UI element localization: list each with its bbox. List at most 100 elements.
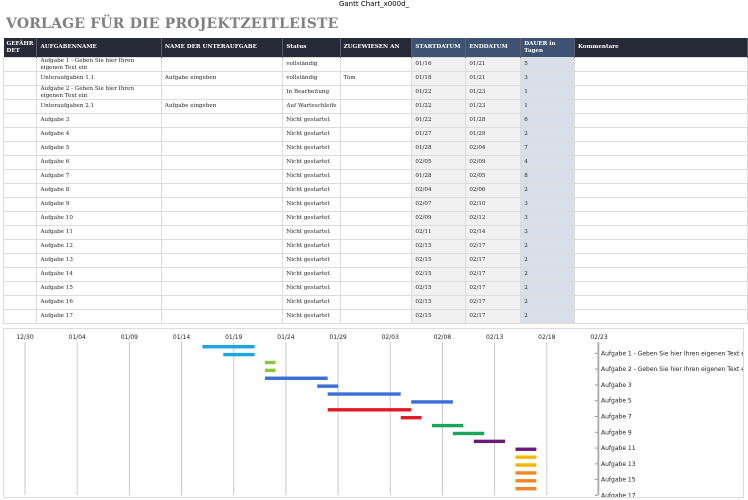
- cell-status[interactable]: Nicht gestartet: [282, 113, 341, 128]
- cell-assigned[interactable]: Tom: [339, 71, 413, 86]
- cell-flag[interactable]: [2, 309, 38, 324]
- cell-assigned[interactable]: [339, 183, 413, 198]
- cell-comment[interactable]: [574, 127, 748, 142]
- cell-assigned[interactable]: [339, 225, 413, 240]
- cell-start[interactable]: 01/28: [411, 141, 467, 156]
- cell-dur[interactable]: 2: [520, 183, 576, 198]
- cell-comment[interactable]: [574, 197, 748, 212]
- cell-dur[interactable]: 1: [520, 85, 576, 100]
- cell-dur[interactable]: 2: [520, 295, 576, 310]
- cell-assigned[interactable]: [339, 127, 413, 142]
- cell-flag[interactable]: [2, 211, 38, 226]
- cell-start[interactable]: 02/15: [411, 281, 467, 296]
- cell-task[interactable]: Aufgabe 10: [36, 211, 162, 226]
- cell-end[interactable]: 01/21: [465, 71, 522, 86]
- column-header-task[interactable]: AUFGABENNAME: [36, 38, 162, 58]
- cell-end[interactable]: 02/14: [465, 225, 522, 240]
- cell-status[interactable]: Nicht gestartet: [282, 225, 341, 240]
- cell-start[interactable]: 01/16: [411, 57, 467, 72]
- cell-task[interactable]: Aufgabe 15: [36, 281, 162, 296]
- cell-task[interactable]: Aufgabe 16: [36, 295, 162, 310]
- cell-comment[interactable]: [574, 99, 748, 114]
- column-header-sub[interactable]: NAME DER UNTERAUFGABE: [161, 38, 284, 58]
- cell-comment[interactable]: [574, 113, 748, 128]
- cell-flag[interactable]: [2, 169, 38, 184]
- cell-task[interactable]: Aufgabe 7: [36, 169, 162, 184]
- cell-assigned[interactable]: [339, 295, 413, 310]
- column-header-dur[interactable]: DAUER in Tagen: [520, 38, 576, 58]
- cell-status[interactable]: vollständig: [282, 57, 341, 72]
- cell-end[interactable]: 02/17: [465, 281, 522, 296]
- cell-start[interactable]: 02/11: [411, 225, 467, 240]
- column-header-start[interactable]: STARTDATUM: [411, 38, 467, 58]
- gantt-bar[interactable]: [411, 400, 453, 404]
- cell-dur[interactable]: 2: [520, 127, 576, 142]
- gantt-bar[interactable]: [400, 416, 422, 420]
- cell-task[interactable]: Aufgabe 2 - Geben Sie hier Ihren eigenen…: [36, 85, 162, 100]
- cell-flag[interactable]: [2, 253, 38, 268]
- cell-dur[interactable]: 3: [520, 71, 576, 86]
- cell-comment[interactable]: [574, 71, 748, 86]
- cell-assigned[interactable]: [339, 155, 413, 170]
- cell-task[interactable]: Aufgabe 11: [36, 225, 162, 240]
- cell-comment[interactable]: [574, 295, 748, 310]
- cell-assigned[interactable]: [339, 57, 413, 72]
- cell-end[interactable]: 01/23: [465, 85, 522, 100]
- cell-assigned[interactable]: [339, 99, 413, 114]
- cell-task[interactable]: Aufgabe 14: [36, 267, 162, 282]
- cell-assigned[interactable]: [339, 211, 413, 226]
- column-header-end[interactable]: ENDDATUM: [465, 38, 522, 58]
- cell-start[interactable]: 02/15: [411, 239, 467, 254]
- gantt-bar[interactable]: [223, 352, 255, 357]
- cell-dur[interactable]: 6: [520, 113, 576, 128]
- gantt-bar[interactable]: [432, 423, 464, 428]
- cell-comment[interactable]: [574, 155, 748, 170]
- gantt-bar[interactable]: [265, 368, 276, 373]
- cell-flag[interactable]: [2, 141, 38, 156]
- gantt-bar[interactable]: [265, 376, 328, 380]
- gantt-bar[interactable]: [327, 392, 401, 396]
- cell-flag[interactable]: [2, 295, 38, 310]
- cell-end[interactable]: 02/12: [465, 211, 522, 226]
- cell-start[interactable]: 02/15: [411, 253, 467, 268]
- cell-flag[interactable]: [2, 239, 38, 254]
- cell-start[interactable]: 01/18: [411, 71, 467, 86]
- cell-sub[interactable]: [160, 309, 284, 324]
- cell-sub[interactable]: [160, 197, 284, 212]
- gantt-bar[interactable]: [515, 463, 537, 467]
- cell-flag[interactable]: [2, 197, 38, 212]
- cell-sub[interactable]: [160, 267, 284, 282]
- cell-comment[interactable]: [574, 253, 748, 268]
- cell-status[interactable]: Nicht gestartet: [282, 295, 341, 310]
- cell-dur[interactable]: 2: [520, 267, 576, 282]
- cell-task[interactable]: Aufgabe 8: [36, 183, 162, 198]
- cell-comment[interactable]: [574, 225, 748, 240]
- cell-assigned[interactable]: [339, 113, 413, 128]
- cell-flag[interactable]: [2, 57, 38, 72]
- cell-end[interactable]: 01/29: [465, 127, 522, 142]
- cell-sub[interactable]: [160, 225, 284, 240]
- cell-start[interactable]: 01/28: [411, 169, 467, 184]
- cell-assigned[interactable]: [339, 197, 413, 212]
- cell-dur[interactable]: 2: [520, 253, 576, 268]
- cell-comment[interactable]: [574, 85, 748, 100]
- cell-status[interactable]: vollständig: [282, 71, 341, 86]
- cell-start[interactable]: 02/15: [411, 267, 467, 282]
- cell-status[interactable]: Nicht gestartet: [282, 127, 341, 142]
- cell-end[interactable]: 01/21: [465, 57, 522, 72]
- cell-assigned[interactable]: [339, 141, 413, 156]
- cell-start[interactable]: 02/15: [411, 295, 467, 310]
- cell-dur[interactable]: 2: [520, 309, 576, 324]
- cell-status[interactable]: Nicht gestartet: [282, 239, 341, 254]
- cell-sub[interactable]: [160, 85, 284, 100]
- cell-status[interactable]: Nicht gestartet: [282, 309, 341, 324]
- cell-end[interactable]: 02/06: [465, 183, 522, 198]
- cell-start[interactable]: 01/22: [411, 113, 467, 128]
- cell-dur[interactable]: 8: [520, 169, 576, 184]
- cell-sub[interactable]: [160, 239, 284, 254]
- cell-assigned[interactable]: [339, 281, 413, 296]
- cell-sub[interactable]: [160, 141, 284, 156]
- cell-dur[interactable]: 4: [520, 155, 576, 170]
- cell-start[interactable]: 02/09: [411, 211, 467, 226]
- cell-end[interactable]: 01/28: [465, 113, 522, 128]
